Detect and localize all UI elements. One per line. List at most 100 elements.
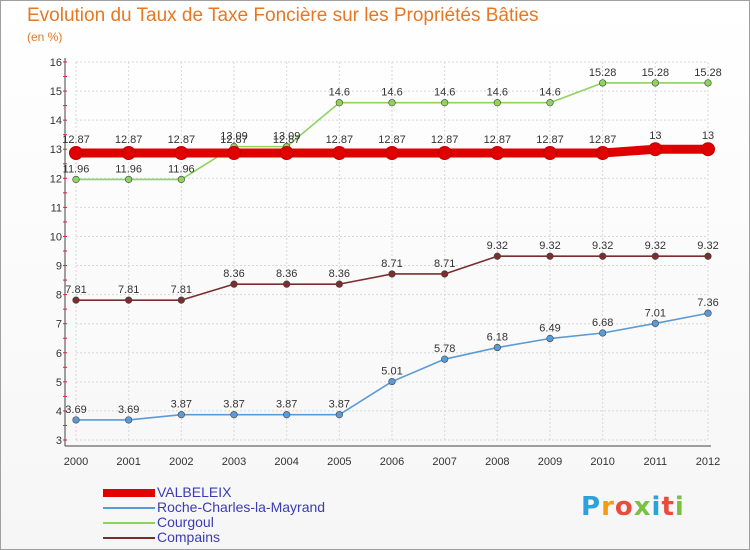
y-tick-label: 11: [51, 202, 62, 214]
data-point: [388, 99, 396, 107]
y-tick-label: 16: [50, 57, 62, 69]
data-label: 9.32: [539, 240, 560, 252]
x-tick-label: 2004: [274, 456, 298, 468]
data-point: [335, 411, 343, 419]
data-point: [69, 146, 83, 161]
x-tick-label: 2002: [169, 456, 193, 468]
x-tick-label: 2011: [644, 456, 668, 468]
data-label: 11.96: [168, 163, 195, 175]
data-point: [125, 416, 133, 424]
data-point: [125, 296, 133, 304]
data-point: [388, 270, 396, 278]
x-tick-label: 2006: [380, 456, 404, 468]
data-label: 8.36: [329, 268, 350, 280]
data-point: [651, 252, 659, 260]
data-label: 3.87: [223, 399, 244, 411]
data-point: [388, 377, 396, 386]
data-point: [704, 309, 712, 317]
data-label: 6.49: [539, 323, 560, 335]
data-point: [441, 99, 449, 107]
data-point: [437, 146, 452, 161]
legend-label: VALBELEIX: [157, 484, 232, 500]
y-tick-label: 15: [50, 86, 62, 98]
legend-label: Roche-Charles-la-Mayrand: [157, 499, 326, 515]
data-label: 8.71: [434, 258, 455, 270]
data-label: 12.87: [378, 134, 406, 146]
data-label: 3.87: [171, 399, 192, 411]
data-label: 9.32: [697, 240, 718, 252]
y-tick-label: 14: [50, 115, 62, 127]
data-label: 14.6: [434, 87, 455, 99]
y-tick-label: 4: [56, 406, 62, 418]
data-point: [279, 146, 294, 161]
data-label: 13.09: [273, 131, 301, 143]
data-point: [546, 334, 554, 343]
chart-unit-label: (en %): [27, 30, 63, 44]
data-point: [177, 175, 185, 184]
data-label: 8.36: [276, 268, 297, 280]
data-point: [335, 280, 343, 288]
data-point: [121, 146, 136, 161]
data-point: [493, 99, 501, 107]
x-tick-label: 2008: [485, 456, 509, 468]
x-tick-label: 2000: [64, 456, 88, 468]
data-point: [385, 146, 399, 161]
data-label: 15.28: [589, 67, 617, 79]
data-label: 7.81: [171, 284, 192, 296]
data-point: [599, 79, 607, 87]
data-point: [543, 146, 557, 161]
x-tick-label: 2010: [590, 456, 614, 468]
data-point: [648, 142, 663, 157]
data-label: 8.71: [381, 258, 402, 270]
data-label: 15.28: [642, 67, 670, 79]
data-label: 11.96: [115, 163, 142, 175]
data-label: 6.68: [592, 317, 613, 329]
data-point: [441, 270, 449, 278]
legend-swatch: [103, 507, 155, 509]
data-point: [283, 280, 291, 288]
data-label: 7.01: [645, 307, 666, 319]
legend-swatch: [103, 522, 155, 524]
x-tick-label: 2005: [327, 456, 351, 468]
data-label: 13: [702, 130, 714, 142]
data-point: [230, 280, 238, 288]
data-label: 12.87: [484, 134, 512, 146]
chart-title: Evolution du Taux de Taxe Foncière sur l…: [27, 5, 539, 26]
legend-swatch: [103, 489, 155, 497]
data-label: 7.81: [65, 284, 86, 296]
x-tick-label: 2007: [432, 456, 456, 468]
data-point: [704, 79, 712, 87]
data-point: [174, 146, 189, 161]
x-tick-label: 2009: [538, 456, 562, 468]
data-label: 7.36: [697, 297, 718, 309]
data-point: [546, 252, 554, 260]
data-point: [651, 319, 659, 328]
data-point: [490, 146, 505, 161]
data-label: 12.87: [431, 134, 459, 146]
y-tick-label: 13: [50, 144, 62, 156]
data-label: 3.87: [329, 399, 350, 411]
x-tick-label: 2012: [696, 456, 720, 468]
y-tick-label: 9: [56, 261, 62, 273]
data-point: [546, 99, 554, 107]
legend-swatch: [103, 537, 155, 539]
data-point: [704, 252, 712, 260]
data-point: [332, 146, 347, 161]
data-label: 12.87: [168, 134, 196, 146]
data-label: 14.6: [381, 87, 402, 99]
x-tick-label: 2001: [116, 456, 140, 468]
data-label: 12.87: [273, 134, 301, 146]
data-label: 5.01: [381, 366, 402, 378]
data-point: [599, 329, 607, 337]
data-point: [441, 355, 449, 363]
data-point: [493, 343, 501, 352]
data-label: 9.32: [592, 240, 613, 252]
y-tick-label: 7: [56, 319, 62, 331]
legend-label: Compains: [157, 529, 221, 545]
data-point: [177, 296, 185, 304]
x-tick-label: 2003: [222, 456, 246, 468]
data-label: 3.87: [276, 399, 297, 411]
data-point: [72, 175, 80, 184]
